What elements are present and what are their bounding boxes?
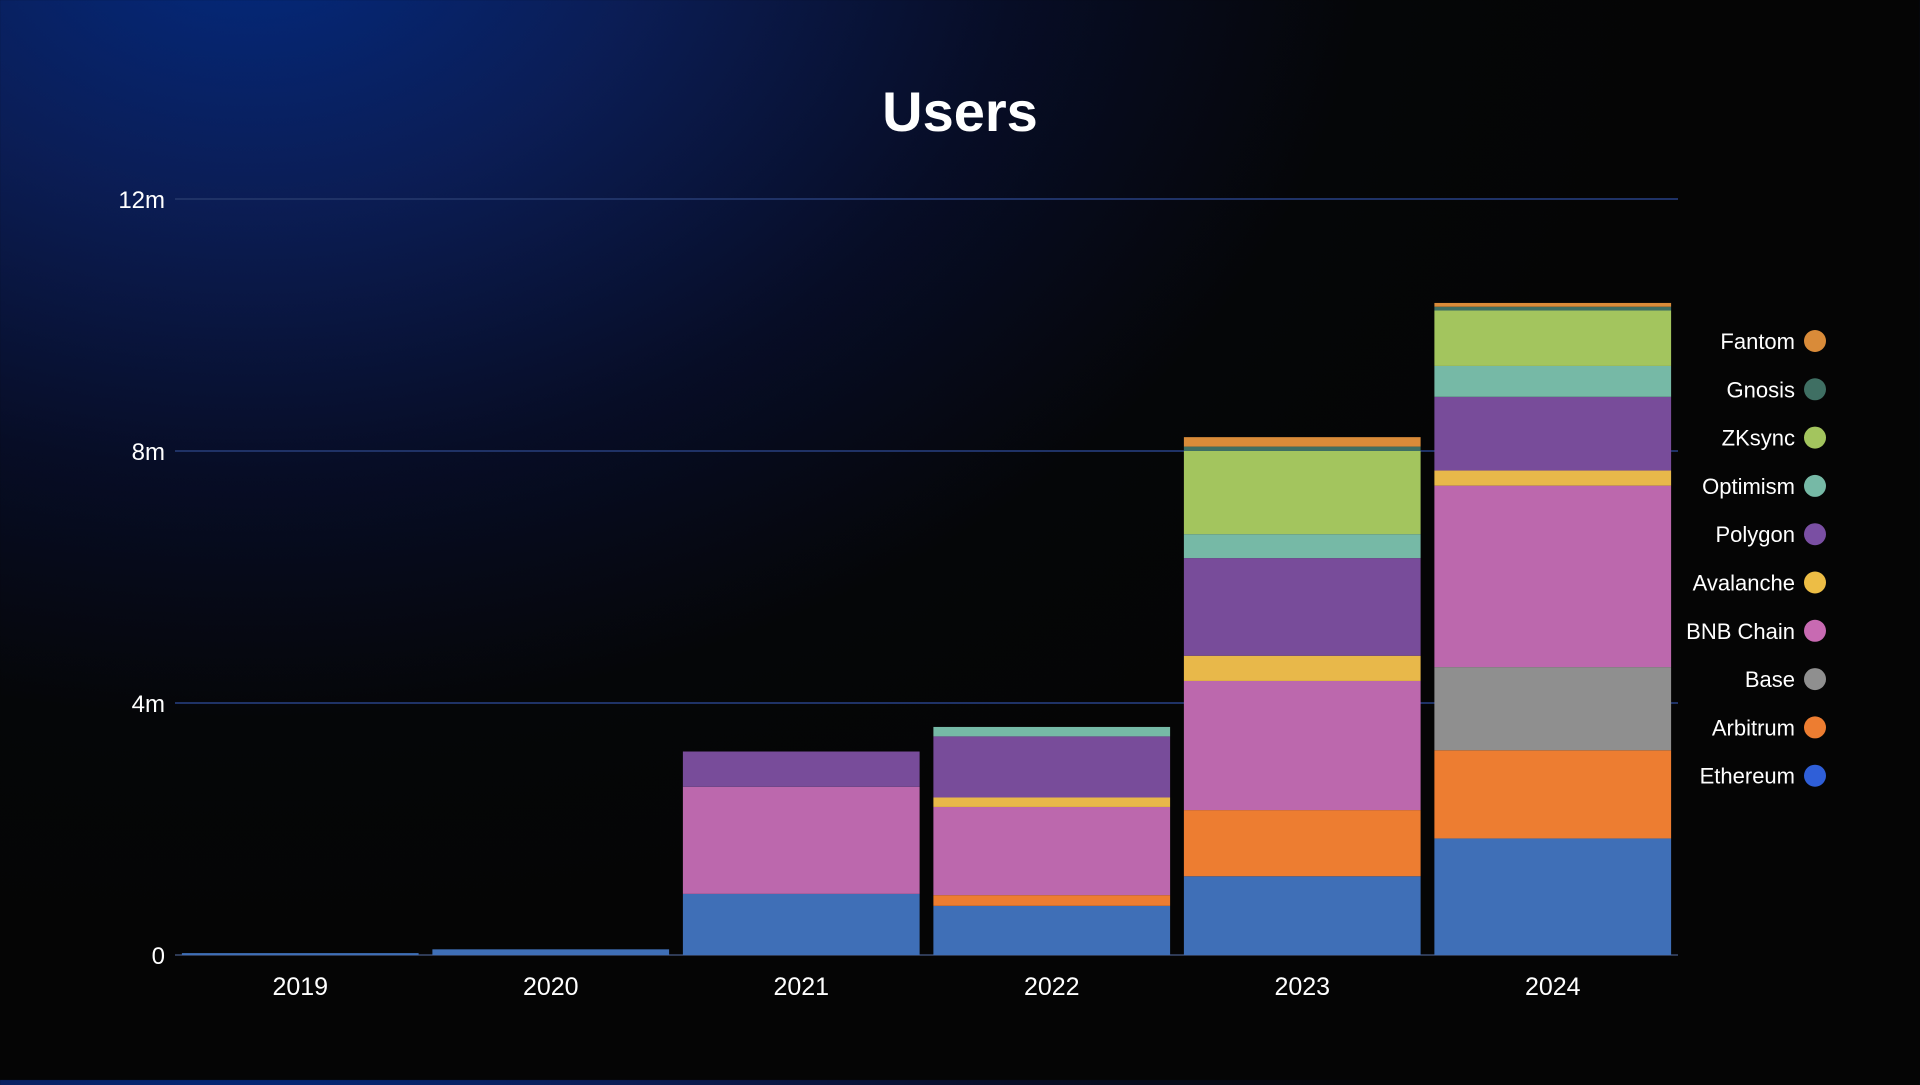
- legend-swatch: [1804, 474, 1826, 497]
- legend-label: Base: [1745, 667, 1795, 692]
- legend-label: Arbitrum: [1712, 715, 1795, 740]
- bar-segment-ethereum-2022: [933, 905, 1171, 955]
- bar-segment-base-2024: [1434, 667, 1672, 751]
- bar-segment-gnosis-2024: [1434, 306, 1672, 311]
- x-tick-label: 2020: [523, 973, 579, 1001]
- legend-swatch: [1804, 619, 1826, 642]
- chart-title: Users: [882, 80, 1038, 143]
- x-tick-label: 2021: [773, 973, 829, 1001]
- bar-segment-zksync-2023: [1183, 451, 1421, 535]
- bar-stacks: [181, 302, 1672, 955]
- bar-segment-ethereum-2020: [432, 949, 670, 955]
- bar-segment-optimism-2024: [1434, 365, 1672, 397]
- legend-swatch: [1804, 764, 1826, 787]
- bar-stack-2020: [432, 949, 670, 955]
- grid-lines: [175, 198, 1678, 956]
- bar-stack-2022: [933, 726, 1171, 955]
- legend-item-bnb-chain: BNB Chain: [1686, 619, 1826, 644]
- legend-swatch: [1804, 571, 1826, 594]
- bar-segment-fantom-2024: [1434, 302, 1672, 307]
- y-tick-label: 0: [152, 943, 165, 970]
- legend-swatch: [1804, 716, 1826, 739]
- legend-swatch: [1804, 523, 1826, 546]
- legend-item-polygon: Polygon: [1715, 522, 1826, 547]
- bar-segment-optimism-2023: [1183, 534, 1421, 559]
- legend-item-ethereum: Ethereum: [1700, 764, 1826, 789]
- bar-segment-bnb-chain-2021: [682, 786, 920, 894]
- x-tick-label: 2019: [272, 973, 328, 1001]
- x-tick-label: 2024: [1525, 973, 1581, 1001]
- x-axis-ticks: 2019 2020 2021 2022 2023 2024: [272, 973, 1580, 1001]
- legend-item-arbitrum: Arbitrum: [1712, 715, 1826, 740]
- legend-item-optimism: Optimism: [1702, 474, 1826, 499]
- legend-label: Ethereum: [1700, 764, 1795, 789]
- bar-segment-fantom-2023: [1183, 437, 1421, 447]
- bar-segment-arbitrum-2024: [1434, 750, 1672, 839]
- legend-item-gnosis: Gnosis: [1727, 377, 1826, 402]
- bar-segment-gnosis-2023: [1183, 446, 1421, 451]
- bar-stack-2023: [1183, 437, 1421, 955]
- x-tick-label: 2022: [1024, 973, 1080, 1001]
- bar-segment-ethereum-2021: [682, 893, 920, 955]
- bar-stack-2024: [1434, 302, 1672, 955]
- bar-segment-polygon-2023: [1183, 558, 1421, 656]
- y-axis-ticks: 0 4m 8m 12m: [118, 187, 165, 970]
- bar-segment-ethereum-2023: [1183, 876, 1421, 955]
- legend-label: Fantom: [1720, 329, 1795, 354]
- legend-label: Avalanche: [1693, 571, 1795, 596]
- bar-segment-polygon-2024: [1434, 396, 1672, 471]
- bar-segment-polygon-2022: [933, 736, 1171, 798]
- bar-segment-arbitrum-2022: [933, 895, 1171, 906]
- y-tick-label: 4m: [132, 691, 165, 718]
- legend-label: Gnosis: [1727, 377, 1795, 402]
- bar-segment-avalanche-2022: [933, 797, 1171, 807]
- bar-segment-optimism-2022: [933, 726, 1171, 737]
- legend-label: Polygon: [1715, 522, 1795, 547]
- bar-segment-ethereum-2024: [1434, 838, 1672, 955]
- legend-label: BNB Chain: [1686, 619, 1795, 644]
- legend-swatch: [1804, 426, 1826, 449]
- bar-segment-ethereum-2019: [181, 953, 419, 955]
- bar-segment-avalanche-2023: [1183, 655, 1421, 681]
- legend-item-fantom: Fantom: [1720, 329, 1826, 354]
- legend-item-avalanche: Avalanche: [1693, 571, 1826, 596]
- bar-segment-bnb-chain-2023: [1183, 680, 1421, 811]
- bar-segment-zksync-2024: [1434, 310, 1672, 366]
- y-tick-label: 8m: [132, 439, 165, 466]
- bar-segment-arbitrum-2023: [1183, 810, 1421, 877]
- legend-label: Optimism: [1702, 474, 1795, 499]
- bar-segment-bnb-chain-2024: [1434, 485, 1672, 668]
- bar-segment-bnb-chain-2022: [933, 806, 1171, 896]
- legend-item-zksync: ZKsync: [1722, 426, 1826, 451]
- legend-swatch: [1804, 668, 1826, 691]
- y-tick-label: 12m: [118, 187, 165, 214]
- legend-item-base: Base: [1745, 667, 1826, 692]
- legend-swatch: [1804, 378, 1826, 401]
- bar-stack-2019: [181, 953, 419, 955]
- legend-swatch: [1804, 330, 1826, 352]
- legend: Fantom Gnosis ZKsync Optimism Polygon Avalanc…: [1686, 329, 1826, 789]
- bar-stack-2021: [682, 751, 920, 955]
- legend-label: ZKsync: [1722, 426, 1795, 451]
- x-tick-label: 2023: [1274, 973, 1330, 1001]
- bar-segment-avalanche-2024: [1434, 470, 1672, 486]
- bar-segment-polygon-2021: [682, 751, 920, 787]
